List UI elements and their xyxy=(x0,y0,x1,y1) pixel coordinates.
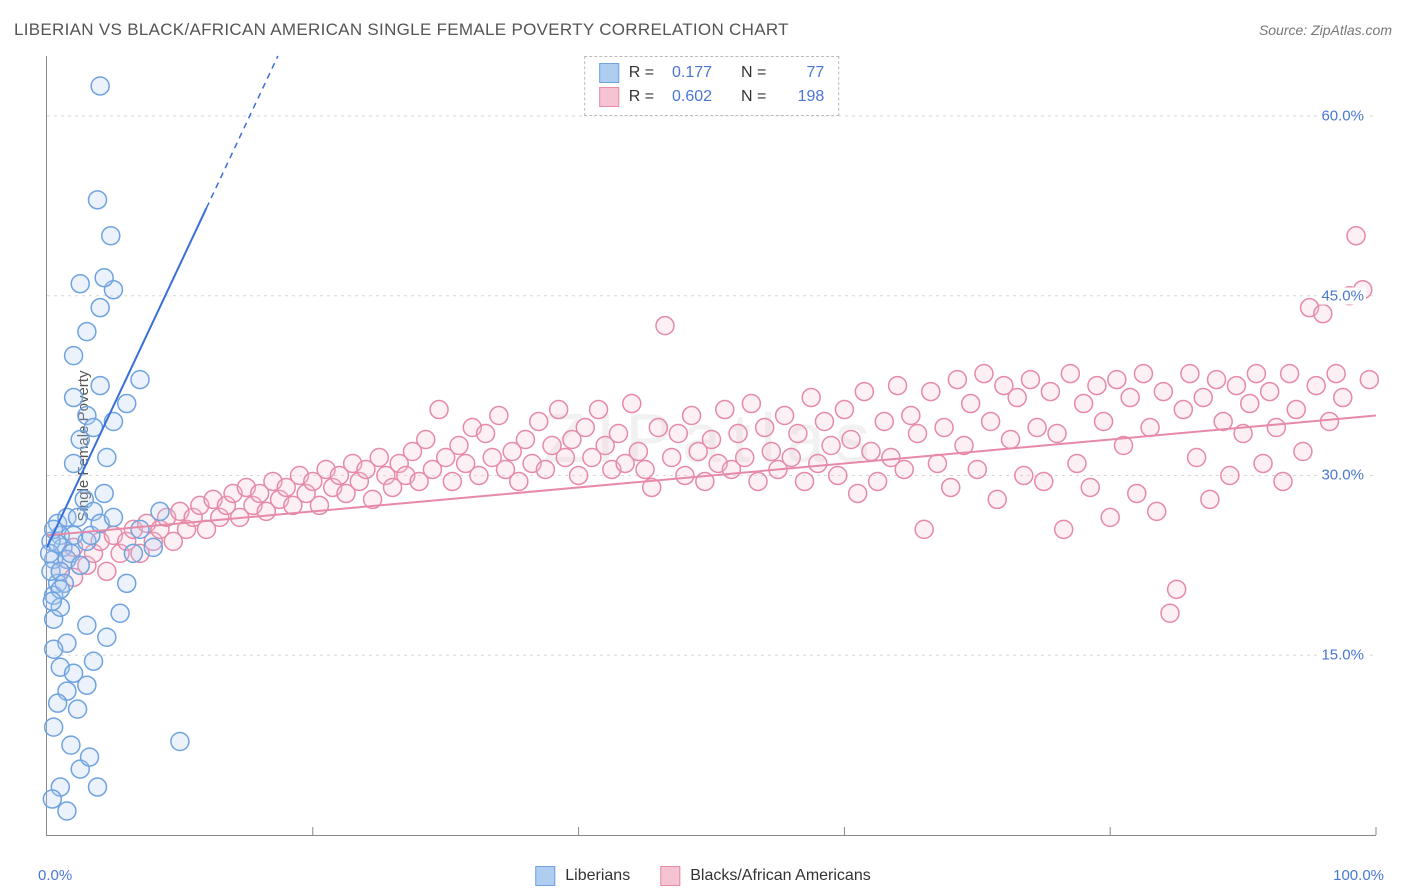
legend-item-black: Blacks/African Americans xyxy=(660,866,871,886)
legend-label-black: Blacks/African Americans xyxy=(690,867,871,885)
stats-row-black: R = 0.602 N = 198 xyxy=(599,85,825,109)
chart-canvas xyxy=(47,56,1376,835)
stats-row-liberians: R = 0.177 N = 77 xyxy=(599,61,825,85)
stat-r-value-a: 0.177 xyxy=(664,61,712,85)
stat-n-value-b: 198 xyxy=(776,85,824,109)
stat-r-label-a: R = xyxy=(629,61,654,85)
correlation-stats-box: R = 0.177 N = 77 R = 0.602 N = 198 xyxy=(584,56,840,116)
swatch-black-icon xyxy=(599,87,619,107)
legend-swatch-liberians-icon xyxy=(535,866,555,886)
source-prefix: Source: xyxy=(1259,22,1311,38)
legend: Liberians Blacks/African Americans xyxy=(535,866,870,886)
y-tick-label: 30.0% xyxy=(1319,467,1366,484)
legend-label-liberians: Liberians xyxy=(565,867,630,885)
source-attribution: Source: ZipAtlas.com xyxy=(1259,22,1392,38)
scatter-plot: ZIPatlas R = 0.177 N = 77 R = 0.602 N = … xyxy=(46,56,1376,836)
stat-r-value-b: 0.602 xyxy=(664,85,712,109)
chart-title: LIBERIAN VS BLACK/AFRICAN AMERICAN SINGL… xyxy=(14,20,789,40)
stat-r-label-b: R = xyxy=(629,85,654,109)
y-tick-label: 15.0% xyxy=(1319,647,1366,664)
source-name: ZipAtlas.com xyxy=(1311,22,1392,38)
legend-item-liberians: Liberians xyxy=(535,866,630,886)
y-tick-label: 60.0% xyxy=(1319,107,1366,124)
x-axis-max-label: 100.0% xyxy=(1333,867,1384,884)
swatch-liberians-icon xyxy=(599,63,619,83)
stat-n-label-a: N = xyxy=(741,61,766,85)
stat-n-label-b: N = xyxy=(741,85,766,109)
y-tick-label: 45.0% xyxy=(1319,287,1366,304)
stat-n-value-a: 77 xyxy=(776,61,824,85)
x-axis-min-label: 0.0% xyxy=(38,867,72,884)
legend-swatch-black-icon xyxy=(660,866,680,886)
